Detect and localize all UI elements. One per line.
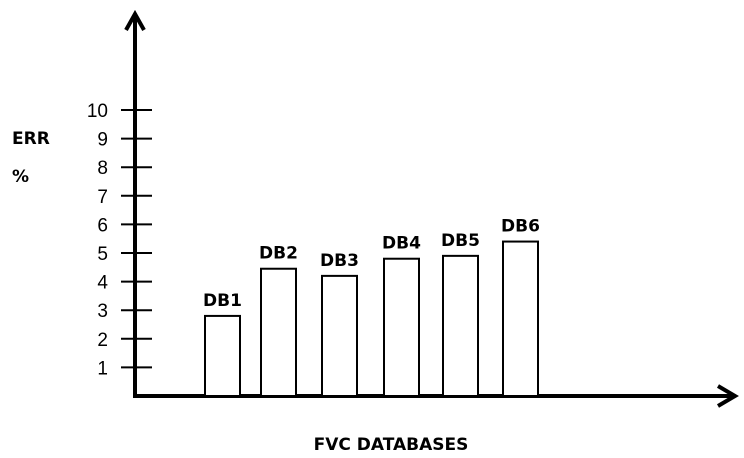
bar-db5 <box>442 254 479 397</box>
y-axis-label-percent: % <box>12 167 29 187</box>
bar-db3 <box>321 274 358 398</box>
y-axis-arrow-icon <box>124 9 146 31</box>
y-tick-label: 4 <box>97 273 108 294</box>
y-tick-label: 8 <box>97 158 108 179</box>
bar-label-db5: DB5 <box>441 231 480 251</box>
bar-db2 <box>260 267 297 398</box>
bar-label-db2: DB2 <box>259 244 298 264</box>
bar-db6 <box>502 240 539 397</box>
bar-label-db1: DB1 <box>203 291 242 311</box>
bar-label-db4: DB4 <box>382 234 421 254</box>
bar-db4 <box>383 257 420 397</box>
y-tick-label: 9 <box>97 130 108 151</box>
y-axis-label-err: ERR <box>12 129 50 149</box>
y-tick-label: 3 <box>97 301 108 322</box>
y-tick-label: 2 <box>97 330 108 351</box>
y-tick-label: 10 <box>87 101 108 122</box>
y-tick-label: 5 <box>97 244 108 265</box>
x-axis-arrow-icon <box>716 384 739 408</box>
bar-db1 <box>204 314 241 398</box>
y-tick-label: 6 <box>97 215 108 236</box>
x-axis-label: FVC DATABASES <box>314 435 469 455</box>
bar-label-db3: DB3 <box>320 251 359 271</box>
y-tick-label: 1 <box>97 358 108 379</box>
y-tick-label: 7 <box>97 187 108 208</box>
bar-label-db6: DB6 <box>501 217 540 237</box>
